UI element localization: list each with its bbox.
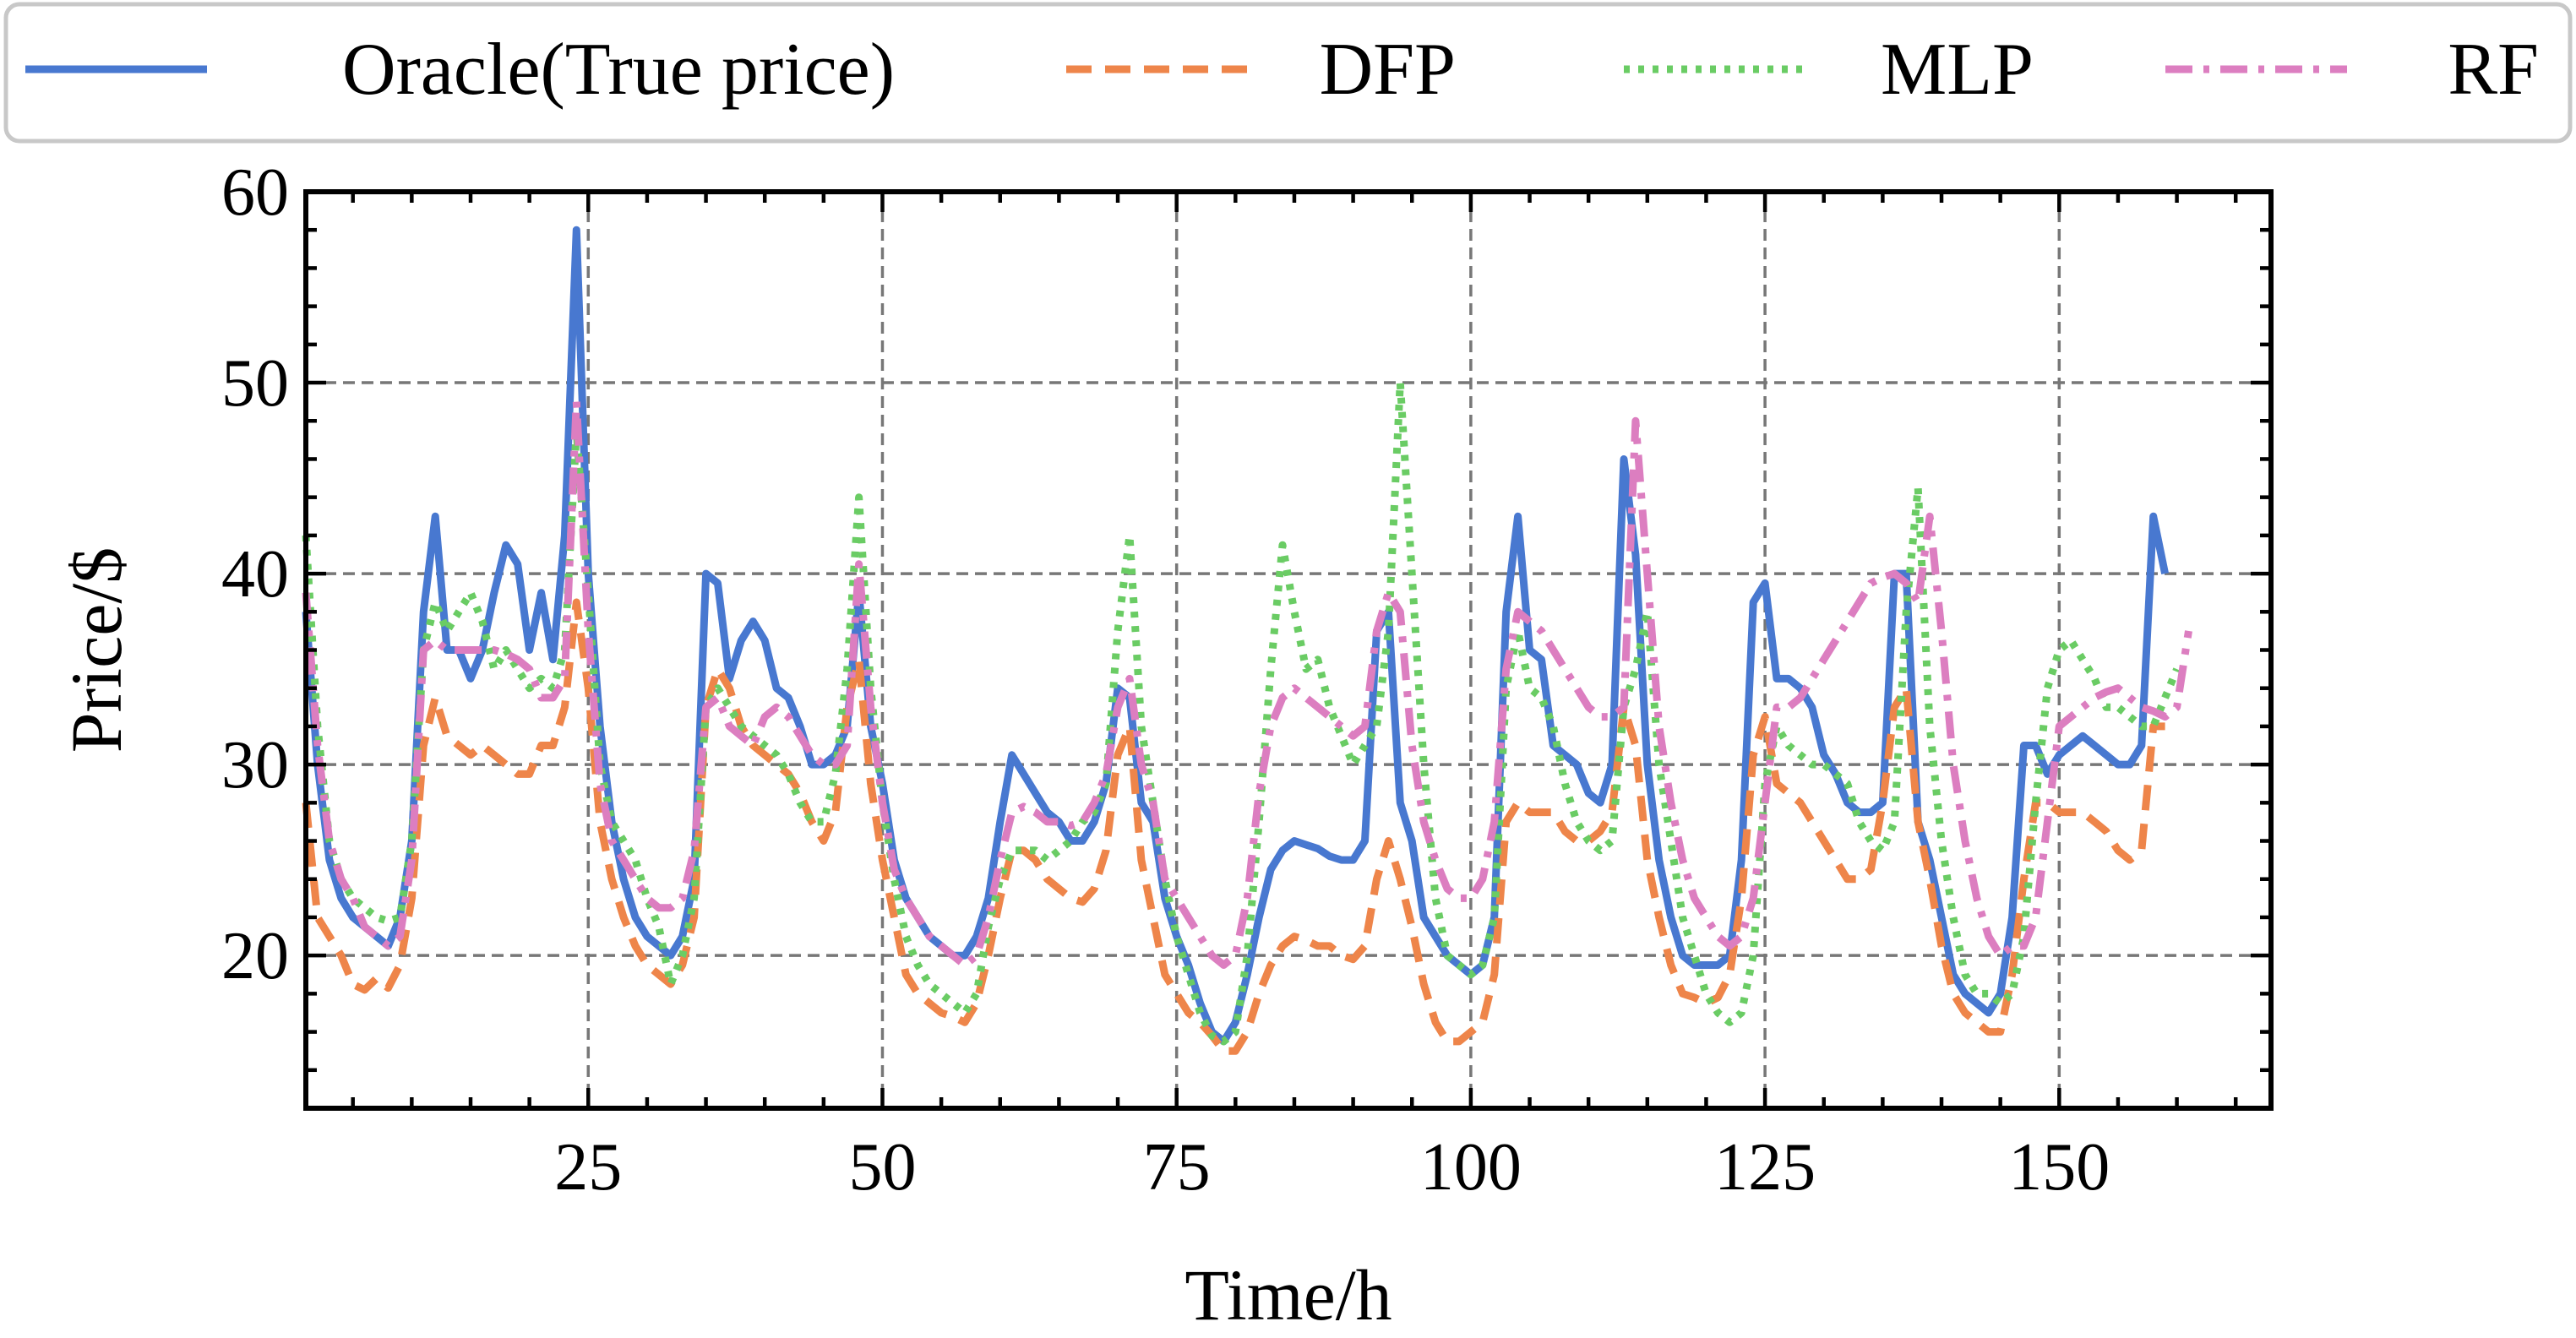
y-tick-label: 30 (221, 728, 289, 802)
axis-ticks: 25 50 75 100 125 150 20 30 40 50 60 (221, 155, 2271, 1205)
legend-label-mlp: MLP (1881, 29, 2034, 111)
x-tick-label: 150 (2008, 1130, 2110, 1205)
series-line-dfp (302, 598, 2165, 1055)
y-tick-label: 20 (221, 919, 289, 993)
x-tick-label: 100 (1420, 1130, 1522, 1205)
x-tick-label: 25 (554, 1130, 622, 1205)
x-tick-label: 75 (1143, 1130, 1211, 1205)
legend-label-dfp: DFP (1320, 29, 1456, 111)
series-layer (302, 226, 2192, 1055)
y-tick-label: 60 (221, 155, 289, 230)
series-line-rf (302, 398, 2192, 969)
y-tick-label: 40 (221, 537, 289, 612)
x-tick-label: 50 (848, 1130, 916, 1205)
x-axis-label: Time/h (1185, 1254, 1391, 1335)
gridlines (306, 190, 2271, 1108)
legend-box (3, 2, 2573, 144)
y-tick-label: 50 (221, 346, 289, 421)
legend: Oracle(True price) DFP MLP RF (3, 2, 2573, 144)
legend-label-oracle-true-price: Oracle(True price) (342, 29, 895, 111)
x-tick-label: 125 (1714, 1130, 1816, 1205)
plot-frame (303, 189, 2274, 1111)
y-axis-label: Price/$ (56, 547, 137, 753)
legend-label-rf: RF (2448, 29, 2539, 111)
